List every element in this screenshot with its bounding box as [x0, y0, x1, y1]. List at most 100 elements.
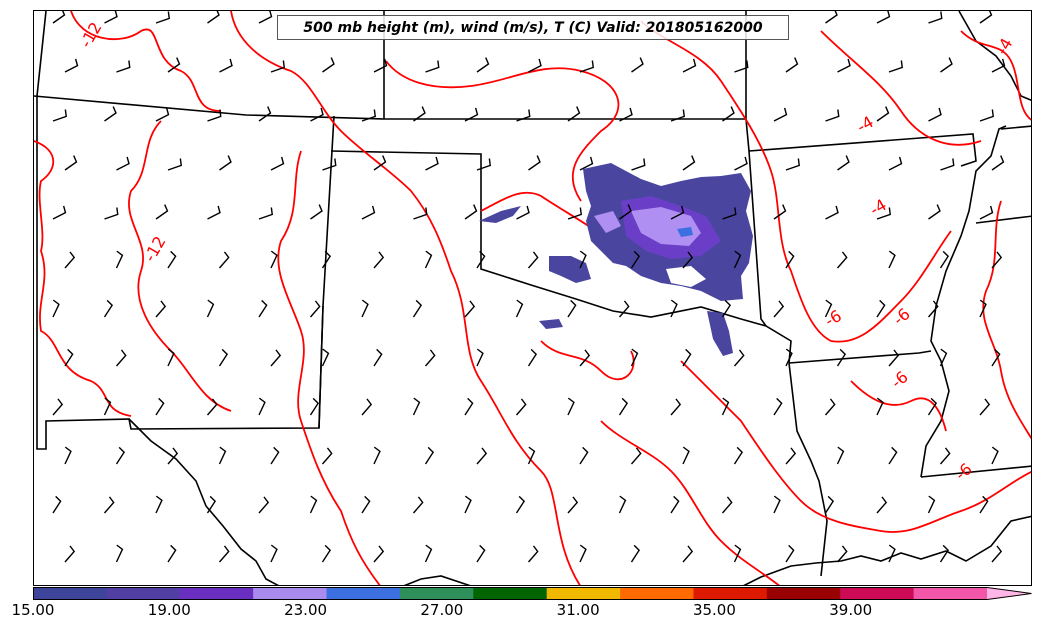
wind-barb: [837, 155, 850, 171]
wind-barb: [888, 60, 904, 73]
wind-barb: [682, 545, 694, 563]
wind-barb: [670, 398, 682, 416]
wind-barb: [373, 251, 385, 269]
wind-barb: [734, 156, 748, 171]
wind-barb: [579, 250, 587, 269]
wind-barb: [876, 207, 892, 220]
wind-barb: [567, 496, 579, 514]
wind-barb: [991, 155, 1005, 171]
wind-barb: [630, 544, 641, 563]
contour-label: -4: [992, 35, 1016, 58]
wind-barb: [979, 495, 989, 514]
wind-barb: [218, 251, 230, 269]
wind-barb: [322, 57, 335, 73]
wind-barb: [670, 299, 678, 318]
wind-barb: [155, 107, 170, 122]
wind-barb: [155, 300, 167, 318]
wind-barb: [515, 398, 527, 416]
wind-barb: [567, 106, 581, 122]
wind-barb: [785, 250, 795, 269]
precip-area: [479, 206, 521, 223]
wind-barb: [115, 446, 126, 465]
wind-barb: [412, 397, 421, 416]
wind-barb: [579, 156, 594, 171]
colorbar: [33, 587, 1032, 600]
wind-barb: [721, 397, 730, 416]
wind-barb: [876, 11, 891, 24]
wind-barb: [206, 495, 217, 514]
wind-barb: [721, 496, 733, 514]
wind-barb: [425, 156, 439, 171]
wind-barb: [52, 299, 60, 318]
wind-barb: [991, 545, 1003, 563]
wind-barb: [630, 348, 639, 367]
wind-barb: [116, 60, 131, 73]
wind-barb: [206, 299, 215, 318]
colorbar-segment: [253, 587, 328, 600]
colorbar-tick-label: 31.00: [556, 601, 600, 619]
wind-barb: [940, 158, 955, 171]
wind-barb: [773, 204, 787, 220]
wind-barb: [785, 57, 799, 73]
wind-barb: [682, 155, 696, 171]
wind-barb: [64, 545, 76, 563]
wind-barb: [104, 106, 117, 122]
wind-barb: [270, 544, 278, 563]
wind-barb: [413, 207, 428, 220]
wind-barb: [424, 544, 433, 563]
wind-barb: [836, 348, 847, 367]
precip-area: [539, 319, 563, 329]
wind-barb: [167, 158, 183, 171]
wind-barb: [321, 348, 330, 367]
wind-barb: [733, 446, 744, 465]
wind-barb: [258, 496, 270, 514]
wind-barb: [412, 299, 423, 318]
wind-barb: [888, 349, 900, 367]
wind-barb: [413, 106, 426, 122]
wind-barb: [103, 496, 115, 514]
wind-barb: [824, 398, 836, 416]
colorbar-segment: [620, 587, 694, 600]
wind-barb: [270, 156, 285, 171]
wind-barb: [167, 57, 181, 73]
wind-barb: [425, 60, 440, 73]
wind-barb: [52, 205, 67, 220]
wind-barb: [939, 544, 950, 563]
wind-barb: [824, 495, 835, 514]
wind-barb: [888, 250, 896, 269]
wind-barb: [476, 348, 484, 367]
wind-barb: [309, 300, 321, 318]
wind-barb: [939, 348, 948, 367]
wind-barb: [361, 109, 377, 122]
colorbar-segment: [546, 587, 621, 600]
wind-barb: [115, 544, 124, 563]
contour-label: -12: [76, 19, 106, 51]
wind-barb: [579, 60, 595, 73]
wind-barb: [824, 299, 833, 318]
colorbar-tick-label: 19.00: [147, 601, 191, 619]
wind-barb: [733, 349, 745, 367]
wind-barb: [361, 398, 373, 416]
wind-barb: [64, 58, 79, 73]
wind-barb: [424, 446, 435, 465]
precip-area: [594, 211, 621, 233]
wind-barb: [115, 250, 124, 269]
wind-barb: [991, 251, 1003, 269]
colorbar-segment: [106, 587, 181, 600]
colorbar-segment: [473, 587, 548, 600]
wind-barb: [785, 348, 793, 367]
wind-barb: [722, 106, 735, 122]
wind-barb: [464, 204, 478, 220]
wind-barb: [785, 544, 795, 563]
wind-barb: [515, 495, 526, 514]
wind-barb: [527, 251, 539, 269]
precip-area: [666, 266, 706, 287]
wind-barb: [52, 109, 68, 122]
wind-barb: [219, 155, 232, 171]
wind-barb: [321, 447, 333, 465]
wind-barb: [310, 107, 324, 122]
wind-barb: [979, 109, 995, 122]
colorbar-tick-label: 15.00: [11, 601, 55, 619]
wind-barb: [424, 250, 433, 269]
wind-barb: [836, 446, 845, 465]
